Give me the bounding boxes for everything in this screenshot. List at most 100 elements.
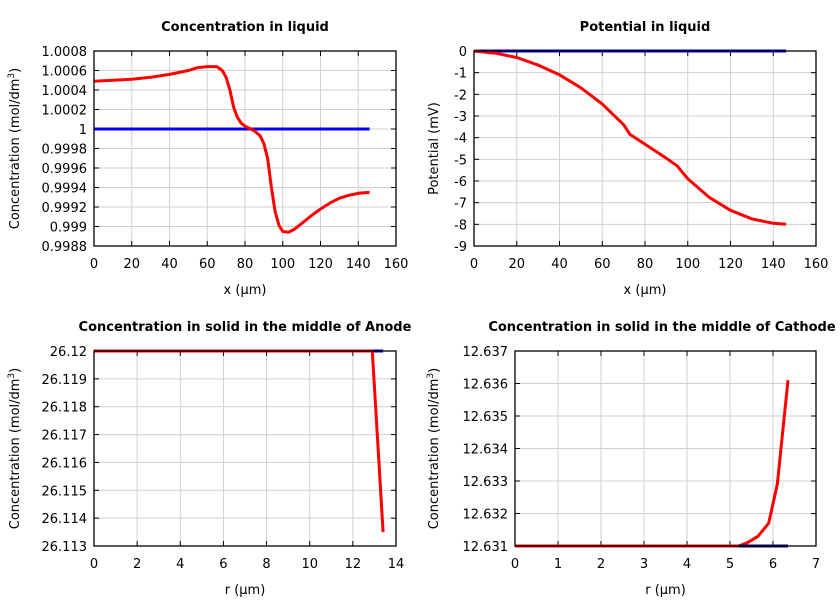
x-tick-label: 140 (346, 257, 371, 272)
x-tick-label: 160 (804, 257, 829, 272)
superscript: 3 (426, 373, 436, 379)
plot-frame (473, 50, 817, 247)
x-tick-label: 6 (769, 557, 777, 572)
x-tick-label: 20 (508, 257, 525, 272)
y-tick-label: 12.635 (463, 410, 509, 425)
y-tick-label: 26.113 (42, 540, 88, 555)
y-axis-label: Concentration (mol/dm3) (7, 368, 23, 530)
series-line-2 (473, 49, 787, 226)
y-axis-label: Concentration (mol/dm3) (7, 68, 23, 230)
y-tick-label: 12.631 (463, 540, 509, 555)
y-tick-label: -7 (454, 197, 467, 212)
x-tick-label: 60 (594, 257, 611, 272)
x-tick-label: 7 (812, 557, 820, 572)
y-tick-label: 26.12 (50, 345, 87, 360)
y-tick-label: 0.9998 (42, 143, 88, 158)
superscript: 3 (7, 73, 17, 79)
y-tick-label: 1 (79, 123, 87, 138)
x-tick-label: 8 (262, 557, 270, 572)
y-tick-label: 0.9992 (42, 201, 88, 216)
y-tick-label: 26.115 (42, 484, 88, 499)
x-tick-label: 120 (718, 257, 743, 272)
y-tick-label: 26.117 (42, 429, 88, 444)
y-axis-label: Concentration (mol/dm3) (426, 368, 442, 530)
x-tick-label: 1 (554, 557, 562, 572)
x-tick-label: 0 (90, 257, 98, 272)
chart-4: Concentration in solid in the middle of … (426, 320, 836, 598)
x-tick-label: 4 (176, 557, 184, 572)
y-tick-label: 0.9988 (42, 240, 88, 255)
y-tick-label: 26.119 (42, 373, 88, 388)
y-tick-label: 1.0006 (42, 65, 88, 80)
x-tick-label: 4 (683, 557, 691, 572)
y-tick-label: 26.116 (42, 456, 88, 471)
y-tick-label: -5 (454, 153, 467, 168)
chart-title: Concentration in liquid (161, 20, 329, 35)
y-tick-label: 12.633 (463, 475, 509, 490)
chart-title: Potential in liquid (580, 20, 711, 35)
x-tick-label: 2 (597, 557, 605, 572)
y-axis-label: Potential (mV) (427, 102, 442, 195)
y-tick-label: 1.0002 (42, 104, 88, 119)
x-tick-label: 140 (761, 257, 786, 272)
chart-1: Concentration in liquid 0 20 40 60 80 100 120 14… (7, 20, 408, 298)
paren: ) (8, 68, 23, 73)
y-tick-label: 26.114 (42, 512, 88, 527)
plot-frame (514, 350, 817, 547)
x-tick-label: 0 (511, 557, 519, 572)
x-tick-label: 80 (237, 257, 254, 272)
x-tick-label: 0 (90, 557, 98, 572)
x-axis-label: x (µm) (224, 283, 267, 298)
chart-title: Concentration in solid in the middle of … (488, 320, 836, 335)
y-tick-label: 12.636 (463, 378, 509, 393)
x-tick-label: 14 (388, 557, 405, 572)
y-tick-label: 1.0008 (42, 45, 88, 60)
y-tick-label: 12.637 (463, 345, 509, 360)
y-tick-label: -6 (454, 175, 467, 190)
y-tick-label: -8 (454, 218, 467, 233)
y-tick-label: -1 (454, 67, 467, 82)
y-tick-label: 1.0004 (42, 84, 88, 99)
plot-frame (93, 350, 397, 547)
x-tick-label: 40 (551, 257, 568, 272)
y-tick-label: 12.632 (463, 508, 509, 523)
superscript: 3 (7, 373, 17, 379)
x-tick-label: 3 (640, 557, 648, 572)
x-tick-label: 100 (270, 257, 295, 272)
x-axis-label: r (µm) (645, 583, 686, 598)
chart-2: Potential in liquid 0 20 40 60 80 100 120 140 160… (427, 20, 828, 298)
x-axis-label: x (µm) (624, 283, 667, 298)
series-line-2 (93, 65, 370, 234)
y-tick-label: -9 (454, 240, 467, 255)
paren: ) (427, 368, 442, 373)
chart-3: Concentration in solid in the middle of … (7, 320, 412, 598)
x-tick-label: 160 (384, 257, 409, 272)
x-axis-label: r (µm) (225, 583, 266, 598)
chart-title: Concentration in solid in the middle of … (79, 320, 412, 335)
x-tick-label: 80 (637, 257, 654, 272)
x-tick-label: 12 (345, 557, 362, 572)
x-tick-label: 60 (199, 257, 216, 272)
plot-frame (93, 50, 397, 247)
y-tick-label: -4 (454, 132, 467, 147)
x-tick-label: 2 (133, 557, 141, 572)
y-tick-label: -3 (454, 110, 467, 125)
series-line-1 (515, 380, 790, 548)
paren: ) (8, 368, 23, 373)
y-tick-label: 0.9994 (42, 182, 88, 197)
x-tick-label: 6 (219, 557, 227, 572)
x-tick-label: 10 (301, 557, 318, 572)
x-tick-label: 20 (123, 257, 140, 272)
x-tick-label: 40 (161, 257, 178, 272)
y-tick-label: 12.634 (463, 443, 509, 458)
x-tick-label: 100 (675, 257, 700, 272)
y-tick-label: 0 (459, 45, 467, 60)
x-tick-label: 5 (726, 557, 734, 572)
y-tick-label: 0.9996 (42, 162, 88, 177)
x-tick-label: 0 (470, 257, 478, 272)
y-tick-label: -2 (454, 88, 467, 103)
y-tick-label: 26.118 (42, 401, 88, 416)
x-tick-label: 120 (308, 257, 333, 272)
y-tick-label: 0.999 (50, 221, 87, 236)
